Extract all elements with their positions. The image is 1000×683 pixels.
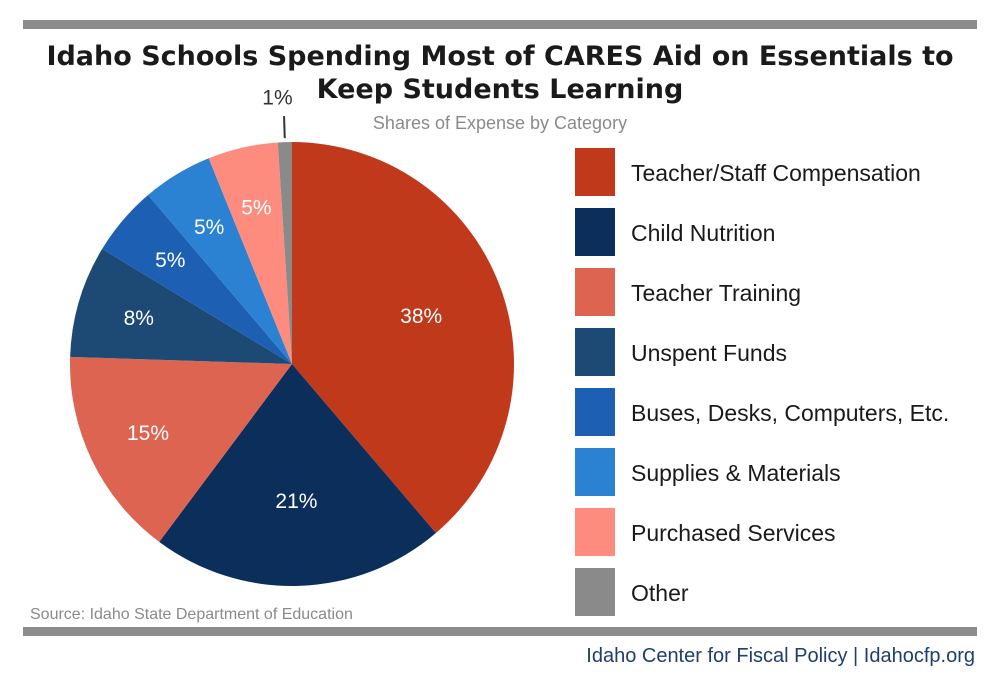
bottom-rule	[23, 627, 977, 636]
pie-label-supplies-materials: 5%	[194, 216, 224, 239]
pie-slice-buses-desks-computers-etc	[102, 194, 292, 364]
legend-item-buses-desks-computers-etc: Buses, Desks, Computers, Etc.	[575, 388, 975, 436]
pie-slice-unspent-funds	[70, 248, 292, 364]
legend-swatch	[575, 448, 615, 496]
pie-label-other: 1%	[262, 87, 292, 110]
legend-swatch	[575, 328, 615, 376]
pie-slice-purchased-services	[208, 142, 292, 364]
legend-label: Purchased Services	[631, 520, 836, 546]
top-rule	[23, 20, 977, 29]
pie-leader-line-other	[283, 116, 286, 139]
legend-label: Teacher Training	[631, 280, 802, 306]
pie-slice-other	[277, 142, 292, 364]
pie-label-teacher-staff-compensation: 38%	[400, 305, 442, 328]
legend-item-purchased-services: Purchased Services	[575, 508, 975, 556]
footer-credit: Idaho Center for Fiscal Policy | Idahocf…	[586, 645, 975, 667]
legend-label: Buses, Desks, Computers, Etc.	[631, 400, 950, 426]
pie-label-purchased-services: 5%	[241, 197, 271, 220]
legend-swatch	[575, 148, 615, 196]
legend-swatch	[575, 268, 615, 316]
legend-label: Child Nutrition	[631, 220, 776, 246]
legend-swatch	[575, 508, 615, 556]
legend-item-teacher-training: Teacher Training	[575, 268, 975, 316]
legend-item-other: Other	[575, 568, 975, 616]
pie-slice-teacher-staff-compensation	[292, 142, 514, 534]
legend-swatch	[575, 208, 615, 256]
pie-label-teacher-training: 15%	[127, 422, 169, 445]
legend-item-teacher-staff-compensation: Teacher/Staff Compensation	[575, 148, 975, 196]
legend-label: Supplies & Materials	[631, 460, 841, 486]
legend-label: Other	[631, 580, 689, 606]
pie-label-unspent-funds: 8%	[124, 307, 154, 330]
chart-title-line2: Keep Students Learning	[316, 74, 684, 105]
legend-item-unspent-funds: Unspent Funds	[575, 328, 975, 376]
legend-item-child-nutrition: Child Nutrition	[575, 208, 975, 256]
source-note: Source: Idaho State Department of Educat…	[30, 606, 353, 623]
pie-slice-child-nutrition	[159, 364, 436, 586]
legend-label: Teacher/Staff Compensation	[631, 160, 921, 186]
chart-title: Idaho Schools Spending Most of CARES Aid…	[0, 40, 1000, 106]
pie-slice-teacher-training	[70, 356, 293, 542]
pie-chart: 38% 21% 15% 8% 5% 5% 5% 1%	[70, 87, 514, 586]
legend-swatch	[575, 388, 615, 436]
pie-label-child-nutrition: 21%	[275, 490, 317, 513]
legend-swatch	[575, 568, 615, 616]
chart-title-line1: Idaho Schools Spending Most of CARES Aid…	[46, 41, 954, 72]
legend-item-supplies-materials: Supplies & Materials	[575, 448, 975, 496]
pie-slice-supplies-materials	[148, 158, 292, 364]
legend-label: Unspent Funds	[631, 340, 787, 366]
chart-subtitle: Shares of Expense by Category	[372, 113, 628, 133]
pie-label-buses-desks-computers-etc: 5%	[155, 249, 185, 272]
